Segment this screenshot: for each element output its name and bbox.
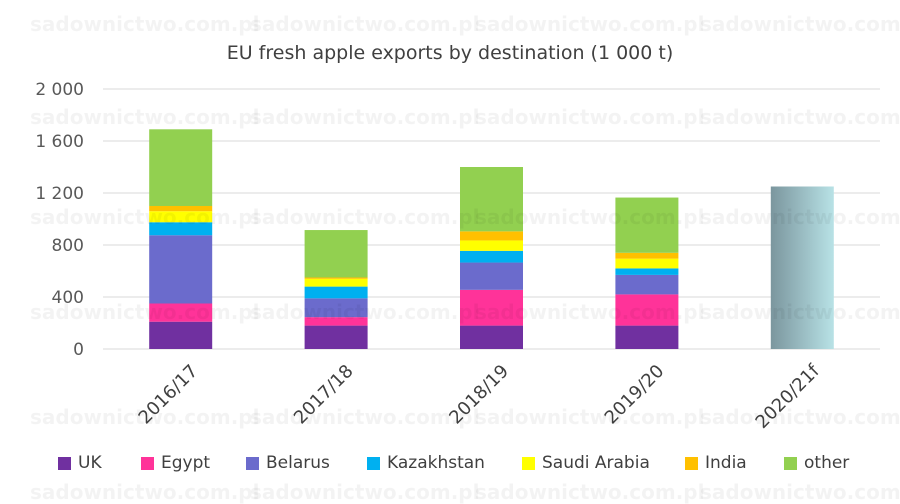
legend-label: Kazakhstan [387,453,485,473]
y-tick-label: 1 200 [35,184,84,204]
legend-swatch [141,456,154,470]
bar-segment [149,211,213,223]
bar-segment [460,325,523,349]
legend-swatch [246,456,259,470]
bar-segment [460,250,523,263]
chart-title: EU fresh apple exports by destination (1… [227,42,674,64]
bar-segment [615,268,679,275]
bar-segment [615,252,679,259]
legend-item: Belarus [246,450,330,476]
bar-segment [615,258,679,269]
legend-item: Saudi Arabia [522,450,650,476]
bar-segment [149,129,213,206]
bar-segment [460,240,523,251]
bar-segment [149,321,213,349]
bar-segment [149,222,213,236]
legend: UK Egypt Belarus Kazakhstan Saudi Arabia Indi… [0,450,900,476]
legend-item: UK [58,450,102,476]
bar-segment [615,274,679,295]
legend-label: Saudi Arabia [542,453,650,473]
bar-segment [304,278,368,287]
bar-segment [149,235,213,304]
bar-segment [304,277,368,279]
legend-swatch [685,456,698,470]
legend-swatch [367,456,380,470]
legend-item: Kazakhstan [367,450,485,476]
bar-segment [615,294,679,326]
y-tick-label: 800 [52,236,84,256]
bar-segment [304,298,368,318]
legend-label: Belarus [266,453,330,473]
y-tick-label: 0 [73,340,84,360]
legend-item: other [784,450,849,476]
bar-segment [615,325,679,349]
x-tick-label: 2017/18 [290,361,358,429]
y-tick-label: 2 000 [35,80,84,100]
bar-segment [149,303,213,322]
legend-label: Egypt [161,453,211,473]
bar-segment [304,230,368,278]
bar-segment [460,289,523,326]
bar-forecast [770,186,834,349]
legend-item: India [685,450,747,476]
bar-segment [460,231,523,241]
legend-item: Egypt [141,450,210,476]
bar-segment [460,167,523,232]
y-tick-label: 400 [52,288,84,308]
legend-swatch [784,456,797,470]
y-tick-label: 1 600 [35,132,84,152]
legend-label: India [705,453,747,473]
bar-segment [304,325,368,349]
legend-label: other [804,453,850,473]
bar-segment [304,317,368,326]
x-tick-label: 2018/19 [445,361,513,429]
bar-segment [304,286,368,299]
legend-label: UK [78,453,102,473]
bar-layer [149,129,834,349]
x-tick-label: 2019/20 [601,361,669,429]
legend-swatch [58,456,71,470]
x-tick-label: 2020/21f [752,360,825,433]
x-tick-label: 2016/17 [135,361,203,429]
bar-segment [615,197,679,253]
bar-segment [149,206,213,212]
legend-swatch [522,456,535,470]
bar-segment [460,262,523,290]
